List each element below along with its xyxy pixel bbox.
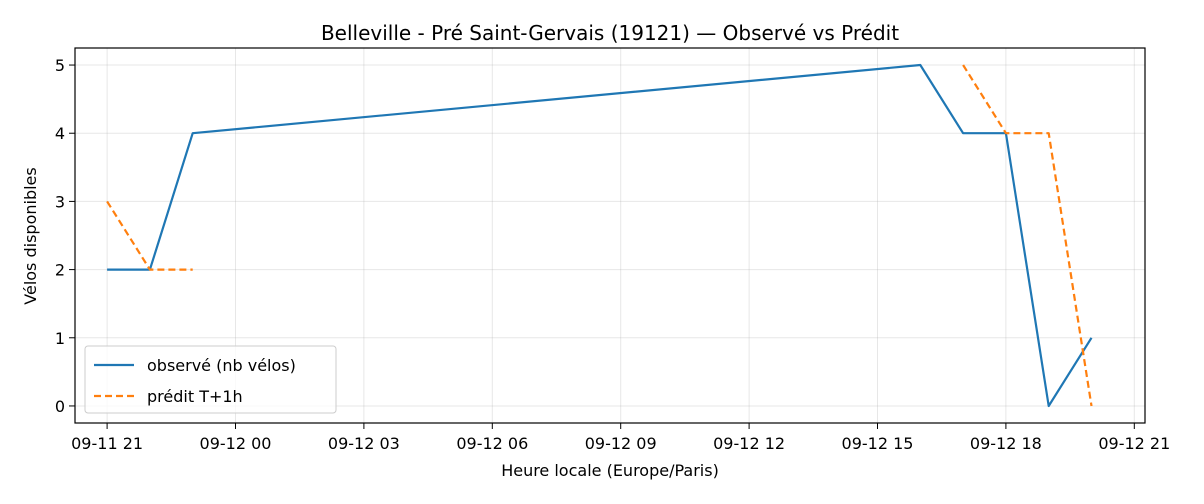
x-tick-label: 09-12 03: [328, 434, 400, 453]
y-tick-label: 0: [55, 397, 65, 416]
y-axis-label: Vélos disponibles: [21, 167, 40, 304]
x-tick-label: 09-12 21: [1098, 434, 1170, 453]
series-1: [106, 64, 1093, 407]
x-axis: 09-11 21 09-12 00 09-12 03 09-12 06 09-12 09…: [71, 423, 1170, 453]
series-line: [962, 64, 1093, 407]
series-lines: [106, 63, 1093, 408]
x-tick-label: 09-12 06: [456, 434, 528, 453]
plot-frame: [74, 47, 1146, 424]
legend: observé (nb vélos) prédit T+1h: [84, 345, 337, 414]
x-tick-label: 09-12 12: [713, 434, 785, 453]
series-line: [106, 200, 193, 271]
series-0: [107, 63, 1093, 408]
y-tick-label: 4: [55, 124, 65, 143]
series-line: [107, 63, 1093, 408]
y-tick-label: 1: [55, 329, 65, 348]
y-axis: 0 1 2 3 4 5: [55, 56, 75, 416]
x-tick-label: 09-12 09: [585, 434, 657, 453]
x-tick-label: 09-12 15: [842, 434, 914, 453]
y-tick-label: 5: [55, 56, 65, 75]
y-tick-label: 2: [55, 261, 65, 280]
x-axis-label: Heure locale (Europe/Paris): [501, 461, 719, 480]
x-tick-label: 09-12 00: [200, 434, 272, 453]
legend-label: observé (nb vélos): [147, 356, 296, 375]
y-tick-label: 3: [55, 192, 65, 211]
x-tick-label: 09-12 18: [970, 434, 1042, 453]
chart-title: Belleville - Pré Saint-Gervais (19121) —…: [321, 21, 899, 45]
x-tick-label: 09-11 21: [71, 434, 143, 453]
legend-label: prédit T+1h: [147, 387, 243, 406]
legend-box: [84, 345, 337, 414]
